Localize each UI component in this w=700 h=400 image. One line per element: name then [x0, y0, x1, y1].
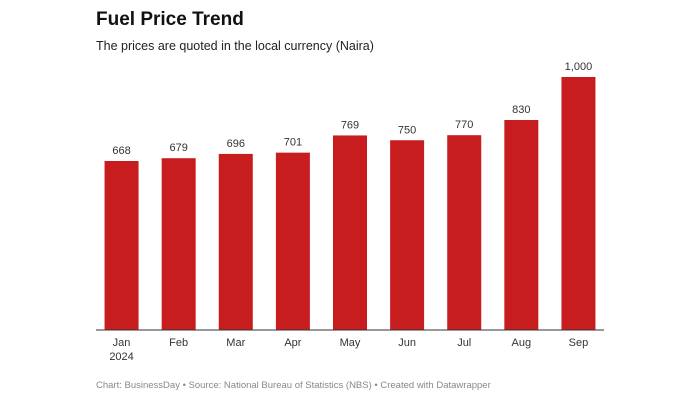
value-label: 830: [512, 104, 530, 116]
chart-subtitle: The prices are quoted in the local curre…: [96, 39, 374, 53]
bar: [561, 77, 596, 330]
x-tick-label: Jan 2024: [109, 337, 133, 363]
x-tick-label: Jul: [457, 337, 471, 349]
bar: [104, 160, 139, 330]
x-tick-label: Apr: [284, 337, 301, 349]
bar: [504, 120, 539, 330]
x-tick-label: Mar: [226, 337, 245, 349]
x-tick-label: Jun: [398, 337, 416, 349]
x-tick-label: Sep: [569, 337, 589, 349]
bar: [333, 135, 367, 330]
value-label: 769: [341, 119, 359, 131]
value-label: 696: [227, 138, 245, 150]
x-tick-label: May: [340, 337, 361, 349]
chart-title: Fuel Price Trend: [96, 9, 244, 30]
bar: [218, 153, 253, 330]
bar: [447, 135, 482, 330]
x-tick-label: Feb: [169, 337, 188, 349]
value-label: 750: [398, 124, 416, 136]
chart-footer: Chart: BusinessDay • Source: National Bu…: [96, 380, 491, 391]
bar: [275, 152, 310, 330]
value-label: 701: [284, 137, 302, 149]
bar: [161, 158, 196, 330]
value-label: 668: [112, 145, 130, 157]
bar: [390, 140, 425, 330]
value-label: 770: [455, 119, 473, 131]
x-tick-label: Aug: [512, 337, 532, 349]
value-label: 679: [169, 142, 187, 154]
value-label: 1,000: [565, 61, 593, 73]
